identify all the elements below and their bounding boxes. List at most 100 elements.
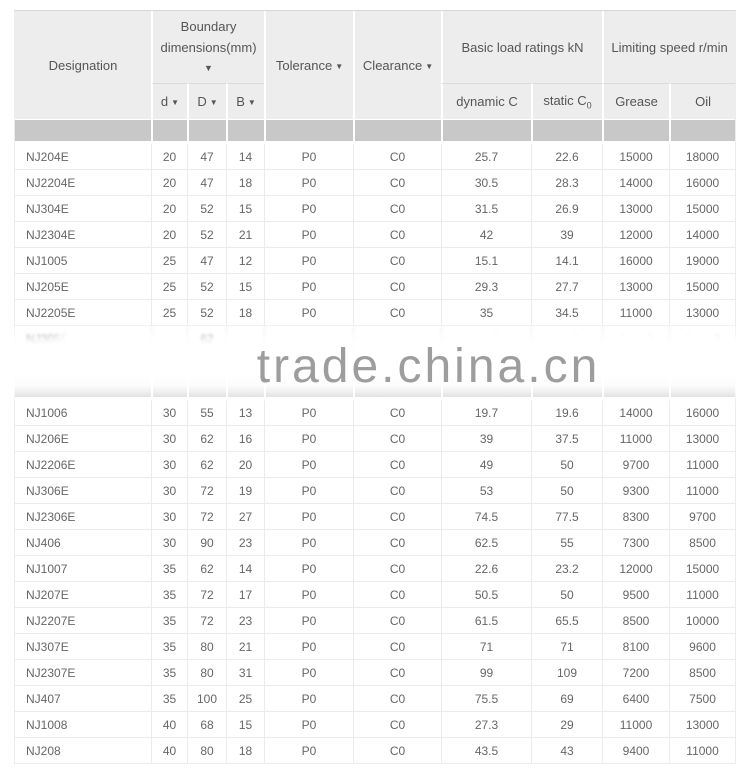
cell-tolerance: P0 (264, 660, 354, 686)
cell-B: 15 (226, 274, 265, 300)
cell-grease: 13000 (602, 196, 670, 222)
cell-dynamic-c: 42 (441, 222, 532, 248)
table-row: NJ2306E 30 72 27 P0 C0 74.5 77.5 8300 97… (15, 504, 736, 530)
cell-d: 35 (151, 582, 187, 608)
sort-arrow-icon[interactable]: ▼ (171, 98, 180, 107)
static-c0-label: static C (543, 92, 587, 108)
cell-tolerance: P0 (264, 300, 354, 326)
col-header-oil: Oil (669, 83, 736, 119)
D-label: D (197, 94, 207, 109)
cell-static-c0: 50 (531, 582, 603, 608)
cell-dynamic-c: 44.5 (441, 326, 532, 352)
col-header-dynamic-c: dynamic C (441, 83, 532, 119)
rows-group-top: NJ204E 20 47 14 P0 C0 25.7 22.6 15000 18… (15, 144, 736, 352)
limiting-speed-label: Limiting speed r/min (611, 39, 728, 55)
cell-B: 13 (226, 400, 265, 426)
cell-dynamic-c: 39 (441, 426, 532, 452)
sort-arrow-icon[interactable]: ▼ (335, 61, 344, 71)
cell-tolerance: P0 (264, 248, 354, 274)
cell-designation: NJ2306E (15, 504, 151, 530)
table-row: NJ2207E 35 72 23 P0 C0 61.5 65.5 8500 10… (15, 608, 736, 634)
cell-clearance: C0 (353, 248, 442, 274)
cell-dynamic-c: 71 (441, 634, 532, 660)
table-row: NJ2206E 30 62 20 P0 C0 49 50 9700 11000 (15, 452, 736, 478)
cell-oil: 16000 (669, 170, 736, 196)
cell-d: 35 (151, 686, 187, 712)
cell-static-c0: 34.5 (531, 300, 603, 326)
cell-grease: 13000 (602, 274, 670, 300)
cell-grease: 6400 (602, 686, 670, 712)
cell-oil: 8500 (669, 530, 736, 556)
col-header-B[interactable]: B ▼ (226, 83, 265, 119)
sort-arrow-icon[interactable]: ▼ (204, 62, 213, 73)
cell-tolerance: P0 (264, 582, 354, 608)
cell-static-c0: 37.5 (531, 326, 603, 352)
cell-oil: 13000 (669, 712, 736, 738)
table-row: NJ1008 40 68 15 P0 C0 27.3 29 11000 1300… (15, 712, 736, 738)
cell-static-c0: 28.3 (531, 170, 603, 196)
table-row: NJ204E 20 47 14 P0 C0 25.7 22.6 15000 18… (15, 144, 736, 170)
bearing-spec-table: Designation Boundary dimensions(mm) ▼ To… (14, 10, 737, 764)
cell-grease: 11000 (602, 712, 670, 738)
cell-D: 52 (187, 274, 226, 300)
cell-D: 47 (187, 170, 226, 196)
cell-oil: 19000 (669, 248, 736, 274)
cell-dynamic-c: 29.3 (441, 274, 532, 300)
col-header-boundary-dimensions[interactable]: Boundary dimensions(mm) ▼ (151, 11, 265, 83)
cell-tolerance: P0 (264, 196, 354, 222)
cell-d: 25 (151, 248, 187, 274)
cell-grease: 9700 (602, 452, 670, 478)
cell-static-c0: 43 (531, 738, 603, 764)
cell-designation: NJ407 (15, 686, 151, 712)
col-header-tolerance[interactable]: Tolerance ▼ (264, 11, 354, 119)
cell-tolerance: P0 (264, 530, 354, 556)
sort-arrow-icon[interactable]: ▼ (425, 61, 434, 71)
table-row: NJ306E 30 72 19 P0 C0 53 50 9300 11000 (15, 478, 736, 504)
cell-grease: 7200 (602, 660, 670, 686)
cell-B: 16 (226, 426, 265, 452)
cell-tolerance: P0 (264, 222, 354, 248)
cell-D: 72 (187, 478, 226, 504)
table-row: NJ205E 25 52 15 P0 C0 29.3 27.7 13000 15… (15, 274, 736, 300)
boundary-label-line2: dimensions(mm) (160, 39, 257, 55)
cell-static-c0: 29 (531, 712, 603, 738)
cell-B: 21 (226, 222, 265, 248)
table-row: NJ2304E 20 52 21 P0 C0 42 39 12000 14000 (15, 222, 736, 248)
cell-D: 62 (187, 426, 226, 452)
col-header-d[interactable]: d ▼ (151, 83, 187, 119)
cell-static-c0: 50 (531, 478, 603, 504)
col-header-D[interactable]: D ▼ (187, 83, 226, 119)
cell-clearance: C0 (353, 222, 442, 248)
cell-clearance: C0 (353, 504, 442, 530)
cell-designation: NJ206E (15, 426, 151, 452)
table-row: NJ207E 35 72 17 P0 C0 50.5 50 9500 11000 (15, 582, 736, 608)
cell-B: 21 (226, 634, 265, 660)
cell-oil: 11000 (669, 478, 736, 504)
cell-designation: NJ2307E (15, 660, 151, 686)
cell-clearance: C0 (353, 686, 442, 712)
rows-group-bottom: NJ1006 30 55 13 P0 C0 19.7 19.6 14000 16… (15, 400, 736, 764)
sort-arrow-icon[interactable]: ▼ (209, 98, 218, 107)
cell-designation: NJ1008 (15, 712, 151, 738)
cell-dynamic-c: 19.7 (441, 400, 532, 426)
cell-oil: 14000 (669, 222, 736, 248)
cell-B: 27 (226, 504, 265, 530)
cell-d: 30 (151, 504, 187, 530)
boundary-label-line1: Boundary (180, 18, 237, 34)
cell-designation: NJ205E (15, 274, 151, 300)
cell-oil: 16000 (669, 400, 736, 426)
cell-designation: NJ307E (15, 634, 151, 660)
cell-B: 14 (226, 144, 265, 170)
cell-B: 12 (226, 248, 265, 274)
cell-dynamic-c: 22.6 (441, 556, 532, 582)
cell-clearance: C0 (353, 634, 442, 660)
cell-grease: 8100 (602, 634, 670, 660)
col-header-clearance[interactable]: Clearance ▼ (353, 11, 442, 119)
cell-oil: 11000 (669, 452, 736, 478)
col-header-designation: Designation (15, 11, 151, 119)
cell-static-c0: 22.6 (531, 144, 603, 170)
cell-d: 40 (151, 712, 187, 738)
sort-arrow-icon[interactable]: ▼ (247, 98, 256, 107)
cell-grease: 16000 (602, 248, 670, 274)
